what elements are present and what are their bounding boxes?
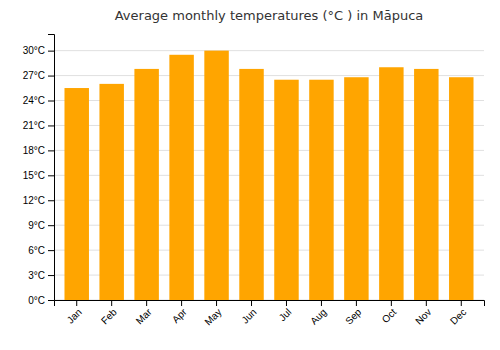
tick: Feb — [99, 300, 119, 326]
tick: 0°C — [28, 295, 54, 306]
tick: 24°C — [23, 95, 54, 106]
tick: May — [202, 300, 223, 328]
tick: 21°C — [23, 120, 54, 131]
tick-mark — [461, 300, 462, 306]
tick: Sep — [343, 300, 364, 327]
title: Average monthly temperatures (°C ) in Mā… — [115, 8, 424, 23]
tick-label: 9°C — [28, 220, 45, 231]
tick-label: Aug — [308, 306, 328, 326]
tick-mark — [321, 300, 322, 306]
x-axis: Jan Feb Mar Apr May Jun Jul Aug Sep Oct Nov Dec — [55, 300, 485, 328]
bar — [239, 69, 263, 300]
tick: Nov — [413, 300, 433, 327]
tick: 3°C — [28, 270, 54, 281]
tick-label: 30°C — [23, 45, 45, 56]
tick-label: 24°C — [23, 95, 45, 106]
tick-label: Jun — [239, 306, 258, 325]
tick-mark — [356, 300, 357, 306]
bar — [309, 80, 333, 300]
grid-line — [54, 50, 484, 51]
bar — [449, 77, 473, 300]
y-axis: 0°C 3°C 6°C 9°C 12°C 15°C 18°C 21°C 24°C 27°C 30°C — [23, 35, 55, 306]
tick-mark — [146, 300, 147, 306]
tick-label: 21°C — [23, 120, 45, 131]
axis-line — [55, 301, 485, 307]
tick-mark — [48, 76, 54, 77]
tick-mark — [286, 300, 287, 306]
axis-line — [48, 35, 55, 301]
tick: Oct — [380, 300, 399, 325]
tick-label: Apr — [170, 306, 189, 325]
tick-label: Sep — [343, 306, 364, 327]
tick-mark — [48, 225, 54, 226]
tick-label: Oct — [380, 306, 399, 325]
tick: Jun — [239, 300, 258, 326]
tick: 9°C — [28, 220, 54, 231]
tick-label: 15°C — [23, 170, 45, 181]
bar — [64, 88, 88, 300]
tick-label: Dec — [448, 306, 468, 326]
tick-mark — [48, 51, 54, 52]
bar — [414, 69, 438, 300]
tick: 18°C — [23, 145, 54, 156]
tick: Dec — [448, 300, 468, 327]
tick-mark — [391, 300, 392, 306]
bar — [134, 69, 158, 300]
bar — [204, 51, 228, 300]
tick-label: Feb — [99, 306, 119, 326]
tick: 27°C — [23, 70, 54, 81]
tick-label: 18°C — [23, 145, 45, 156]
bar — [99, 84, 123, 300]
tick-mark — [48, 300, 54, 301]
tick: Mar — [134, 300, 154, 326]
tick-mark — [48, 150, 54, 151]
tick: 15°C — [23, 170, 54, 181]
tick-label: 27°C — [23, 70, 45, 81]
bar — [274, 80, 298, 300]
tick: 30°C — [23, 45, 54, 56]
bar — [344, 77, 368, 300]
tick-label: 6°C — [28, 245, 45, 256]
tick: Jan — [65, 300, 84, 326]
tick-mark — [48, 125, 54, 126]
grid — [54, 51, 484, 300]
tick-label: 0°C — [28, 295, 45, 306]
tick-mark — [251, 300, 252, 306]
tick: Jul — [277, 300, 294, 323]
tick-mark — [111, 300, 112, 306]
tick-label: May — [202, 306, 223, 327]
tick-label: 3°C — [28, 270, 45, 281]
tick-label: 12°C — [23, 195, 45, 206]
tick-mark — [48, 175, 54, 176]
bar — [379, 67, 403, 300]
tick-label: Nov — [413, 306, 433, 326]
tick-label: Jul — [277, 306, 294, 323]
tick-mark — [48, 275, 54, 276]
tick-mark — [48, 200, 54, 201]
tick-mark — [426, 300, 427, 306]
tick: 12°C — [23, 195, 54, 206]
tick-mark — [48, 101, 54, 102]
chart: 0°C 3°C 6°C 9°C 12°C 15°C 18°C 21°C 24°C 27°C 30°C… — [0, 0, 500, 350]
tick: Aug — [308, 300, 328, 327]
tick-mark — [181, 300, 182, 306]
tick-mark — [48, 250, 54, 251]
tick-label: Mar — [134, 306, 154, 326]
tick-label: Jan — [65, 306, 84, 325]
tick-mark — [76, 300, 77, 306]
bar — [169, 55, 193, 300]
tick-mark — [216, 300, 217, 306]
tick: 6°C — [28, 245, 54, 256]
plot-area — [64, 51, 473, 300]
tick: Apr — [170, 300, 189, 325]
